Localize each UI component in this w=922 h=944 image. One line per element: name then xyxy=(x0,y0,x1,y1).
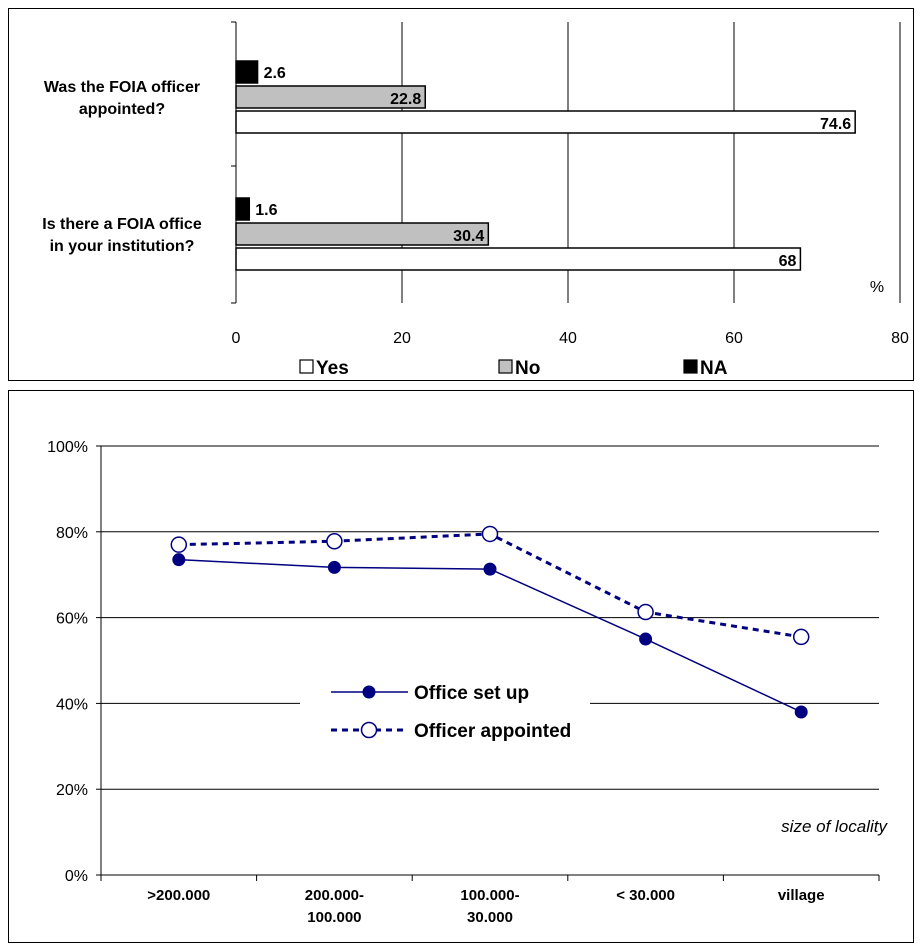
legend-swatch-na xyxy=(683,359,698,374)
y-tick-label: 60% xyxy=(56,611,88,628)
data-point xyxy=(170,536,188,553)
legend-marker xyxy=(362,685,376,699)
x-tick-label: village xyxy=(778,887,825,904)
legend-label: Office set up xyxy=(414,683,529,704)
x-tick-label: 100.000 xyxy=(307,909,361,926)
x-tick-label: 0 xyxy=(232,330,241,347)
data-point xyxy=(172,553,186,567)
x-tick-label: 100.000- xyxy=(460,887,519,904)
bar-yes xyxy=(235,247,802,271)
legend-swatch-no xyxy=(498,359,513,374)
x-axis-title: size of locality xyxy=(781,817,888,836)
legend-label-na: NA xyxy=(700,358,728,379)
data-point xyxy=(792,628,810,646)
x-tick-label: 40 xyxy=(559,330,577,347)
bar-na xyxy=(235,197,251,221)
data-label-bg xyxy=(771,249,797,269)
data-label: 1.6 xyxy=(255,202,277,219)
data-point xyxy=(327,560,341,574)
data-label: 30.4 xyxy=(453,228,484,245)
x-tick-label: 200.000- xyxy=(305,887,364,904)
x-tick-label: 60 xyxy=(725,330,743,347)
legend-box xyxy=(300,672,590,744)
chart-frame xyxy=(8,8,914,381)
data-label-bg xyxy=(377,87,422,107)
data-point xyxy=(637,603,654,621)
unit-label: % xyxy=(870,279,884,296)
data-label-bg xyxy=(807,112,852,132)
data-label-bg xyxy=(440,224,485,244)
legend-label-yes: Yes xyxy=(316,358,349,379)
category-label: Is there a FOIA office in your institutio… xyxy=(42,216,202,255)
data-label: 74.6 xyxy=(820,116,851,133)
data-point xyxy=(481,525,499,543)
data-point xyxy=(794,705,808,719)
bar-na xyxy=(235,60,259,84)
data-point xyxy=(326,532,343,550)
data-point xyxy=(639,632,653,646)
bar-yes xyxy=(235,110,856,134)
data-label: 22.8 xyxy=(390,91,421,108)
x-tick-label: < 30.000 xyxy=(616,887,675,904)
bar-no xyxy=(235,222,490,246)
x-tick-label: 20 xyxy=(393,330,411,347)
y-tick-label: 0% xyxy=(65,868,88,885)
x-tick-label: 30.000 xyxy=(467,909,513,926)
data-label: 68 xyxy=(779,253,797,270)
y-tick-label: 40% xyxy=(56,696,88,713)
y-tick-label: 80% xyxy=(56,525,88,542)
legend-swatch-yes xyxy=(299,359,314,374)
x-tick-label: >200.000 xyxy=(147,887,210,904)
legend-label: Officer appointed xyxy=(414,721,571,742)
foia-bar-chart: 0 20 40 60 80 Was the FOIA officer appointed? 2… xyxy=(8,8,914,381)
legend-label-no: No xyxy=(515,358,540,379)
y-tick-label: 20% xyxy=(56,782,88,799)
legend-marker xyxy=(360,721,378,739)
data-point xyxy=(483,562,497,576)
x-tick-label: 80 xyxy=(891,330,909,347)
chart-frame xyxy=(8,390,914,943)
category-label: Was the FOIA officer appointed? xyxy=(44,79,200,118)
y-tick-label: 100% xyxy=(47,439,88,456)
data-label: 2.6 xyxy=(264,65,286,82)
